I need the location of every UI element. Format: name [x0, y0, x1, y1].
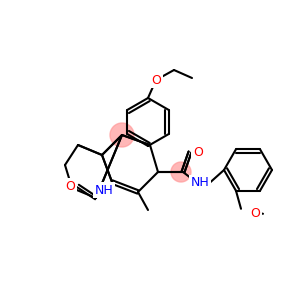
- Text: NH: NH: [94, 184, 113, 196]
- Text: NH: NH: [94, 184, 113, 196]
- Text: NH: NH: [190, 176, 209, 190]
- Circle shape: [110, 123, 134, 147]
- Text: O: O: [151, 74, 161, 86]
- Text: O: O: [250, 207, 260, 220]
- Text: O: O: [65, 179, 75, 193]
- Text: O: O: [193, 146, 203, 158]
- Text: O: O: [151, 74, 161, 86]
- Text: O: O: [65, 179, 75, 193]
- Text: O: O: [193, 146, 203, 158]
- Text: NH: NH: [190, 176, 209, 190]
- Circle shape: [171, 162, 191, 182]
- Text: O: O: [250, 207, 260, 220]
